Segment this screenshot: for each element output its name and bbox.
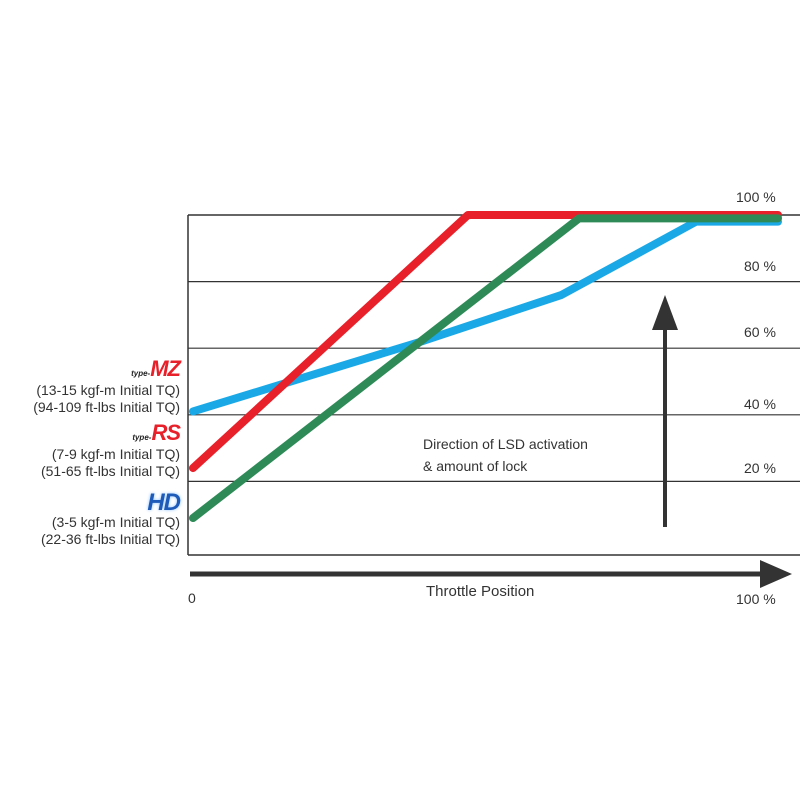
y-tick-100: 100 % bbox=[736, 189, 776, 205]
y-tick-20: 20 % bbox=[744, 460, 776, 476]
y-tick-40: 40 % bbox=[744, 396, 776, 412]
y-tick-60: 60 % bbox=[744, 324, 776, 340]
legend-rs: type-RS (7-9 kgf-m Initial TQ) (51-65 ft… bbox=[40, 420, 181, 480]
x-tick-100: 100 % bbox=[736, 591, 776, 607]
legend-hd-line1: (3-5 kgf-m Initial TQ) bbox=[51, 514, 180, 530]
logo-type-mz: type-MZ bbox=[131, 356, 181, 381]
x-tick-0: 0 bbox=[188, 590, 196, 606]
series-line-hd bbox=[189, 214, 782, 523]
y-tick-80: 80 % bbox=[744, 258, 776, 274]
logo-hd: HD bbox=[147, 489, 181, 516]
series-line-rs bbox=[189, 211, 782, 473]
legend-mz-line2: (94-109 ft-lbs Initial TQ) bbox=[33, 399, 180, 415]
lsd-arrow-head bbox=[652, 295, 678, 330]
legend-hd-line2: (22-36 ft-lbs Initial TQ) bbox=[40, 531, 180, 547]
legend-mz-line1: (13-15 kgf-m Initial TQ) bbox=[36, 382, 180, 398]
logo-type-rs: type-RS bbox=[132, 420, 181, 445]
legend-rs-line1: (7-9 kgf-m Initial TQ) bbox=[51, 446, 180, 462]
legend-hd: HD (3-5 kgf-m Initial TQ) (22-36 ft-lbs … bbox=[40, 489, 181, 548]
legend-mz: type-MZ (13-15 kgf-m Initial TQ) (94-109… bbox=[33, 356, 181, 416]
x-axis-arrow-head bbox=[760, 560, 792, 588]
x-axis-label: Throttle Position bbox=[426, 583, 535, 600]
annotation-line1: Direction of LSD activation bbox=[423, 436, 588, 452]
legend-rs-line2: (51-65 ft-lbs Initial TQ) bbox=[40, 463, 180, 479]
annotation-line2: & amount of lock bbox=[423, 458, 528, 474]
